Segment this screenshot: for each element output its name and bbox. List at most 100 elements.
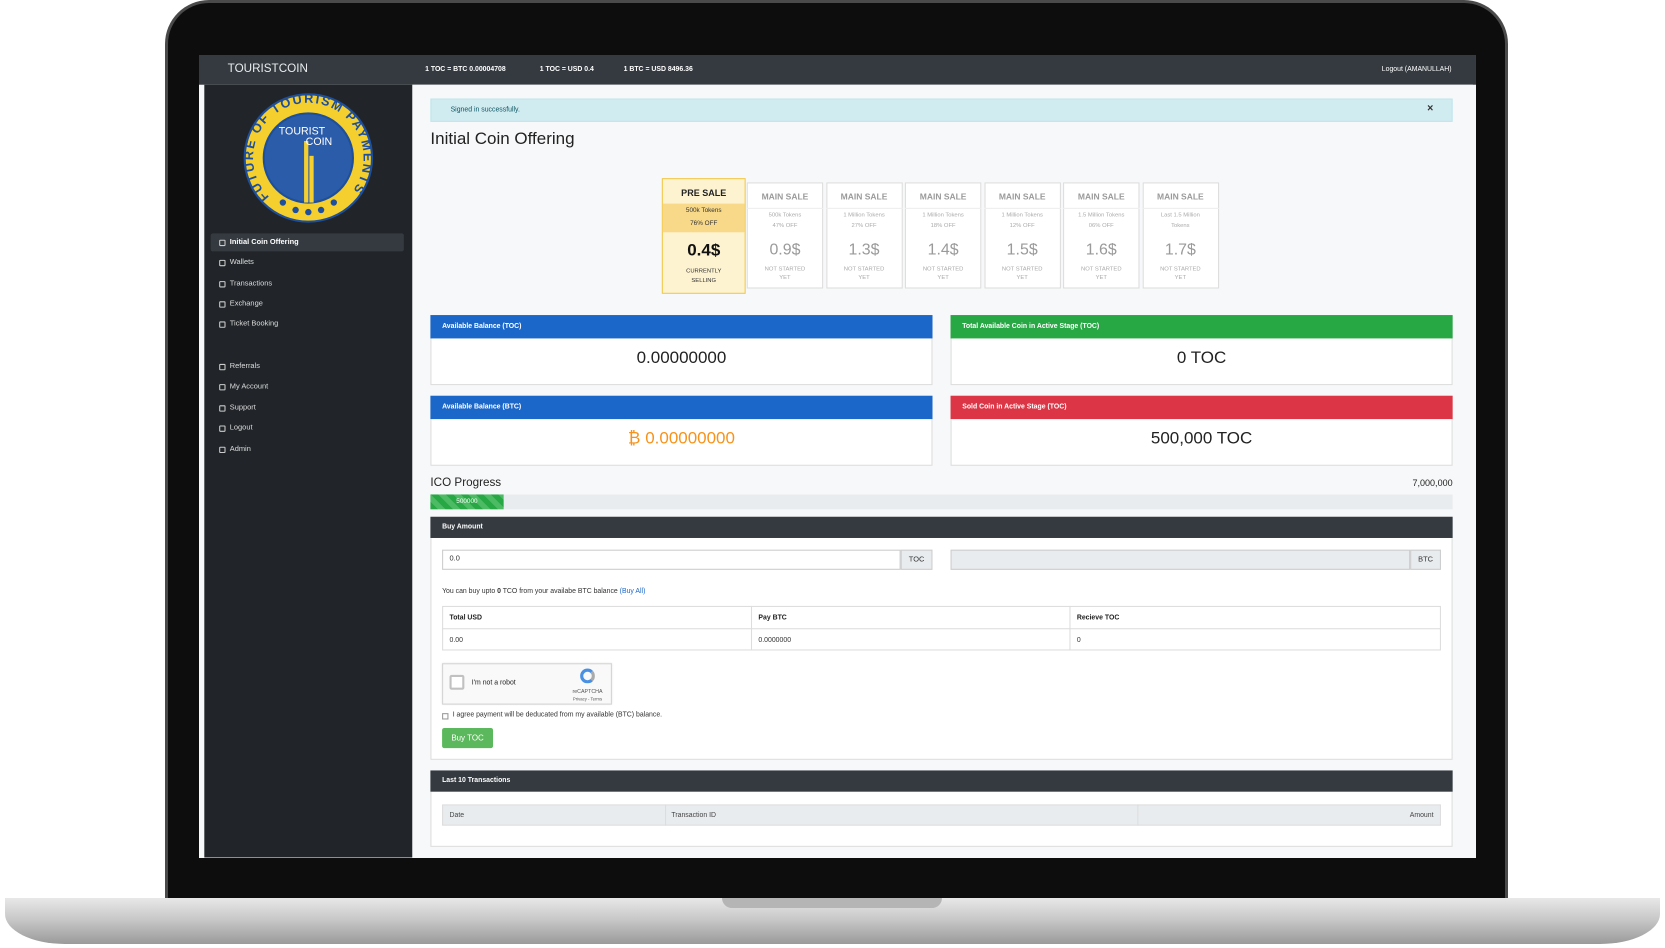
menu-icon [219,384,226,391]
sale-line: 76% OFF [690,220,718,227]
menu-item[interactable]: Wallets [229,258,254,267]
menu-icon [219,301,226,308]
btc-input [950,549,1411,570]
sale-divider [1063,207,1140,209]
buy-all-link[interactable]: (Buy All) [619,587,646,596]
rate: 1 TOC = BTC 0.00004708 [425,65,506,74]
sale-status: YET [1016,274,1028,282]
sale-status: YET [937,274,949,282]
toc-input[interactable] [442,549,901,570]
menu-item[interactable]: Transactions [229,280,273,288]
sale-line: 500k Tokens [768,212,802,219]
sale-status: YET [858,274,870,282]
balance-title: Sold Coin in Active Stage (TOC) [962,403,1067,411]
menu-item[interactable]: Referrals [229,362,260,371]
menu-item[interactable]: Support [229,404,256,412]
captcha-checkbox[interactable] [449,674,465,690]
sale-status: CURRENTLY [686,268,722,275]
laptop-notch [722,898,942,908]
note-text: You can buy upto [442,587,498,596]
table-cell: 0.0000000 [758,636,792,645]
brand[interactable]: TOURISTCOIN [227,62,308,76]
sale-status: YET [779,274,791,282]
menu-icon [219,321,226,328]
alert-close[interactable]: × [1427,102,1434,115]
sale-title: PRE SALE [681,187,727,199]
navbar [199,55,1476,85]
sale-status: NOT STARTED [1001,266,1043,273]
buy-note: You can buy upto 0 TCO from your availab… [442,588,645,595]
toc-input-value: 0.0 [449,554,460,563]
captcha-icon [580,668,595,684]
buy-button[interactable]: Buy TOC [442,727,494,749]
app: TOURISTCOIN 1 TOC = BTC 0.00004708 1 TOC =… [199,55,1476,858]
progress-track [430,494,1453,510]
menu-icon [219,405,226,412]
table-col-divider [1069,605,1071,651]
menu-icon [219,281,226,288]
menu-item[interactable]: Exchange [229,300,263,308]
sale-price: 1.6$ [1085,240,1117,259]
sale-line: 1.5 Million Tokens [1078,212,1125,219]
sale-divider [746,207,824,209]
menu-icon [219,425,226,432]
logo-tower [304,140,309,203]
menu-icon [219,363,226,371]
logo-star [292,206,299,214]
menu-item[interactable]: Initial Coin Offering [229,238,299,247]
menu-item[interactable]: Logout [229,424,253,432]
balance-value: 0.00000000 [636,349,727,368]
transactions-header [430,770,1453,792]
logout-link[interactable]: Logout (AMANULLAH) [1381,65,1452,74]
screen: TOURISTCOIN 1 TOC = BTC 0.00004708 1 TOC =… [199,55,1476,858]
menu-icon [219,446,226,454]
sale-status: YET [1174,274,1187,282]
captcha-brand: reCAPTCHA [572,688,603,696]
sale-title: MAIN SALE [761,191,809,202]
table-header: Transaction ID [671,811,716,820]
sale-card [661,178,746,294]
balance-header [430,315,933,339]
note-amount: 0 [497,587,501,596]
sale-card [825,182,903,289]
sale-line: 18% OFF [930,222,956,230]
progress-max: 7,000,000 [1412,477,1453,489]
logo-star [317,206,325,214]
sale-line: 1 Million Tokens [843,212,885,219]
sale-card [746,182,824,289]
sale-divider [825,207,903,209]
menu-active-bg [210,233,404,252]
sale-price: 0.4$ [687,241,721,260]
captcha-label: I'm not a robot [471,679,516,687]
sale-line: 1 Million Tokens [1001,212,1043,219]
sale-card [1063,182,1140,289]
menu-icon [219,239,226,247]
sale-card [983,182,1061,289]
sale-title: MAIN SALE [919,191,967,202]
buy-title: Buy Amount [442,523,483,531]
transactions-table-head [442,804,1441,826]
logo-star [279,199,287,206]
btc-addon: BTC [1410,549,1441,570]
table-header: Date [449,811,465,820]
sale-line: 500k Tokens [685,207,722,215]
logo-name-bottom: COIN [306,136,333,148]
sale-divider [904,207,982,209]
menu-item[interactable]: My Account [229,383,269,391]
balance-header [950,315,1453,339]
sale-price: 0.9$ [769,240,801,259]
sale-line: 1 Million Tokens [922,212,964,219]
sale-status: NOT STARTED [922,266,964,273]
menu-item[interactable]: Ticket Booking [229,320,279,328]
progress-fill: 500000 [430,494,504,510]
logo-tower [309,155,314,203]
captcha-links[interactable]: Privacy - Terms [572,696,603,702]
menu-item[interactable]: Admin [229,445,251,454]
page-title: Initial Coin Offering [430,130,575,149]
agree-checkbox[interactable] [442,713,449,720]
sale-line: 06% OFF [1088,222,1114,230]
table-row-divider [442,628,1441,630]
logo-core [262,112,354,204]
logo-star [330,199,337,206]
